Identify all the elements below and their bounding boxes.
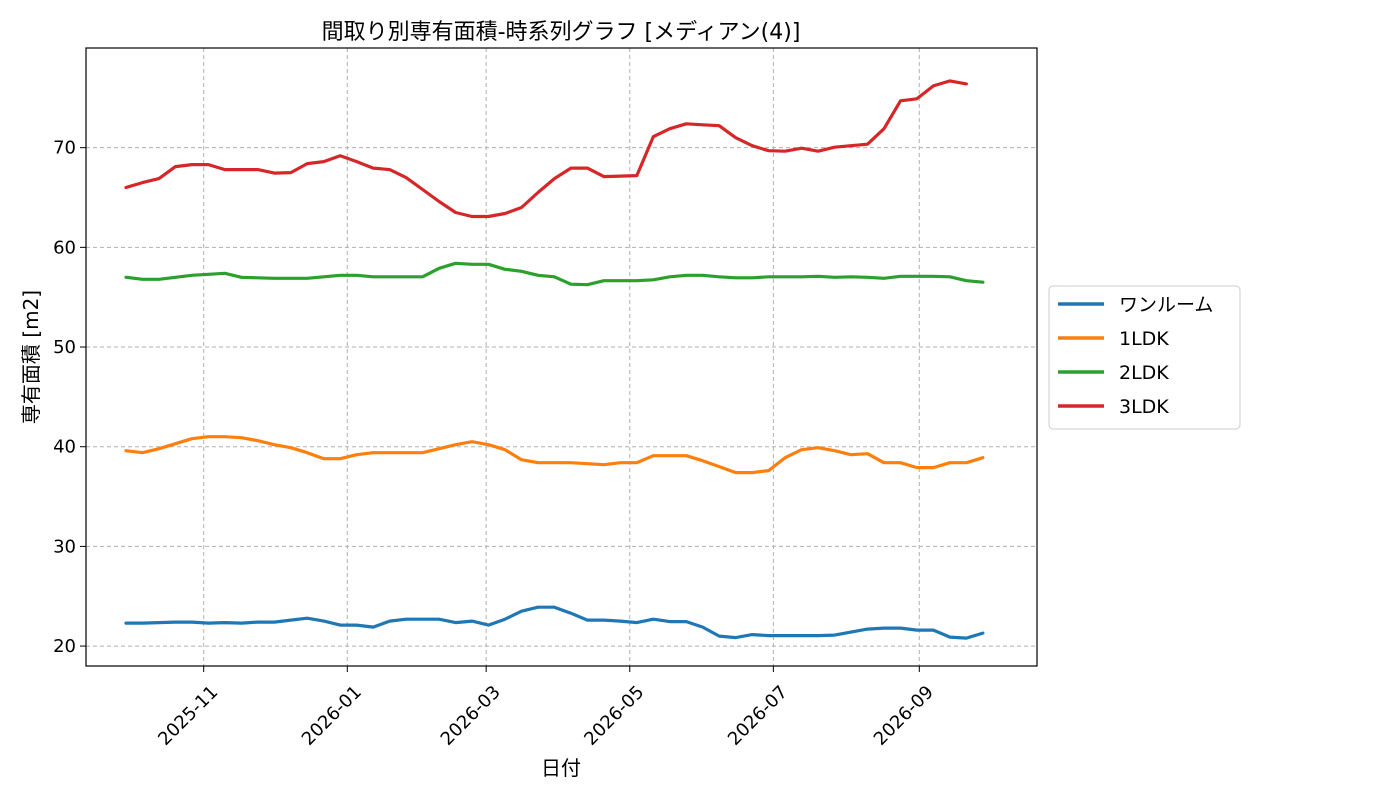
y-axis-label: 専有面積 [m2] [19, 290, 43, 424]
y-tick-label: 60 [53, 237, 76, 258]
legend-box [1048, 285, 1241, 430]
x-tick-label: 2026-05 [580, 682, 648, 750]
x-axis-label: 日付 [541, 756, 581, 780]
legend-label-2: 2LDK [1119, 362, 1169, 384]
x-axis-ticks: 2025-11 2026-01 2026-03 2026-05 2026-07 2026-… [154, 666, 938, 750]
series-line-2 [124, 261, 985, 287]
y-tick-label: 30 [53, 536, 76, 557]
y-tick-label: 50 [53, 337, 76, 358]
x-tick-label: 2026-03 [437, 682, 505, 750]
y-tick-label: 70 [53, 138, 76, 159]
legend-label-1: 1LDK [1119, 328, 1169, 350]
y-tick-label: 40 [53, 437, 76, 458]
x-tick-label: 2026-09 [870, 682, 938, 750]
plot-frame [85, 47, 1038, 667]
grid [86, 48, 1037, 666]
y-tick-label: 20 [53, 636, 76, 657]
chart-title: 間取り別専有面積-時系列グラフ [メディアン(4)] [322, 20, 801, 45]
y-axis-ticks: 20 30 40 50 60 70 [53, 138, 86, 657]
legend-label-0: ワンルーム [1119, 294, 1213, 316]
series-line-3 [124, 79, 969, 219]
series-line-1 [124, 435, 985, 475]
legend: ワンルーム 1LDK 2LDK 3LDK [1048, 285, 1241, 430]
series-line-0 [124, 605, 985, 640]
x-tick-label: 2026-01 [298, 682, 366, 750]
series-lines [124, 79, 985, 640]
legend-label-3: 3LDK [1119, 396, 1169, 418]
x-tick-label: 2026-07 [724, 682, 792, 750]
x-tick-label: 2025-11 [154, 682, 222, 750]
